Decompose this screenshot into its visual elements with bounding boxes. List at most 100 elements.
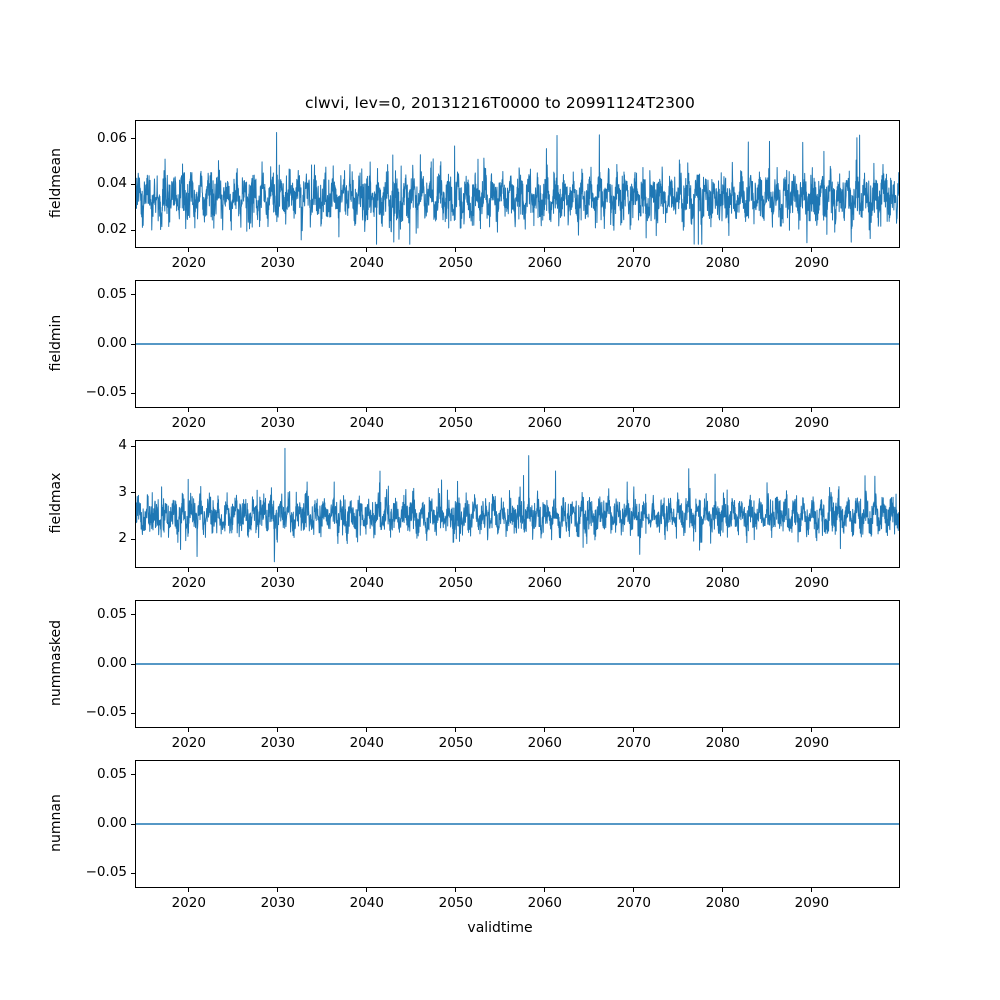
plot-panel-fieldmean xyxy=(135,120,900,248)
x-tick-label: 2090 xyxy=(794,895,830,911)
y-axis-label-nummasked: nummasked xyxy=(48,620,64,707)
y-axis-label-numnan: numnan xyxy=(48,794,64,852)
y-axis-label-fieldmin: fieldmin xyxy=(48,314,64,372)
x-tick-label: 2060 xyxy=(527,415,562,431)
x-tick-mark xyxy=(811,408,813,412)
x-tick-label: 2080 xyxy=(705,735,741,751)
y-axis-label-fieldmax: fieldmax xyxy=(48,472,64,534)
y-tick-label: 4 xyxy=(118,437,127,454)
x-tick-label: 2060 xyxy=(527,895,562,911)
x-tick-mark xyxy=(633,568,635,572)
y-tick-mark xyxy=(131,492,135,494)
y-tick-mark xyxy=(131,138,135,140)
y-tick-label: 0.02 xyxy=(96,221,127,238)
x-tick-label: 2060 xyxy=(527,575,562,591)
x-tick-mark xyxy=(633,248,635,252)
y-tick-label: 0.00 xyxy=(96,335,127,351)
axes-frame xyxy=(135,440,900,568)
x-tick-mark xyxy=(366,408,368,412)
y-tick-label: −0.05 xyxy=(85,384,127,401)
x-tick-label: 2040 xyxy=(349,415,384,431)
x-tick-mark xyxy=(544,248,546,252)
y-tick-mark xyxy=(131,872,135,874)
y-tick-mark xyxy=(131,712,135,714)
x-tick-mark xyxy=(633,408,635,412)
plot-panel-fieldmax xyxy=(135,440,900,568)
x-tick-label: 2050 xyxy=(438,255,473,271)
x-tick-mark xyxy=(811,568,813,572)
axes-frame xyxy=(135,760,900,888)
y-tick-mark xyxy=(131,663,135,665)
x-tick-mark xyxy=(722,728,724,732)
x-tick-mark xyxy=(277,248,279,252)
x-tick-label: 2030 xyxy=(260,415,295,431)
y-tick-mark xyxy=(131,774,135,776)
x-tick-mark xyxy=(633,728,635,732)
y-tick-label: −0.05 xyxy=(85,704,127,721)
x-tick-mark xyxy=(188,728,190,732)
y-tick-mark xyxy=(131,445,135,447)
x-tick-mark xyxy=(455,568,457,572)
axes-frame xyxy=(135,120,900,248)
y-tick-mark xyxy=(131,229,135,231)
series-nummasked xyxy=(136,663,899,665)
x-tick-mark xyxy=(722,568,724,572)
x-tick-mark xyxy=(544,728,546,732)
y-tick-mark xyxy=(131,614,135,616)
x-tick-label: 2090 xyxy=(794,255,830,271)
plot-panel-fieldmin xyxy=(135,280,900,408)
x-tick-mark xyxy=(277,728,279,732)
x-tick-mark xyxy=(722,248,724,252)
y-tick-label: 0.05 xyxy=(96,285,127,302)
x-tick-label: 2060 xyxy=(527,255,562,271)
series-numnan xyxy=(136,823,899,825)
y-tick-mark xyxy=(131,538,135,540)
x-tick-label: 2070 xyxy=(616,575,651,591)
x-tick-label: 2070 xyxy=(616,735,651,751)
x-tick-label: 2020 xyxy=(171,895,206,911)
y-tick-label: 0.05 xyxy=(96,605,127,622)
x-tick-label: 2050 xyxy=(438,735,473,751)
y-tick-mark xyxy=(131,343,135,345)
x-tick-mark xyxy=(455,888,457,892)
y-axis-label-fieldmean: fieldmean xyxy=(48,148,64,218)
x-tick-mark xyxy=(722,408,724,412)
series-fieldmean xyxy=(136,132,899,245)
x-tick-mark xyxy=(188,568,190,572)
x-tick-label: 2050 xyxy=(438,895,473,911)
x-tick-label: 2090 xyxy=(794,415,830,431)
plot-panel-nummasked xyxy=(135,600,900,728)
x-tick-label: 2030 xyxy=(260,255,295,271)
series-fieldmax xyxy=(136,447,899,563)
x-tick-mark xyxy=(277,568,279,572)
x-tick-mark xyxy=(544,568,546,572)
x-tick-label: 2080 xyxy=(705,255,741,271)
y-tick-label: 2 xyxy=(118,530,127,547)
x-tick-label: 2080 xyxy=(705,895,741,911)
x-tick-label: 2040 xyxy=(349,255,384,271)
x-tick-label: 2040 xyxy=(349,735,384,751)
x-tick-label: 2060 xyxy=(527,735,562,751)
y-tick-mark xyxy=(131,392,135,394)
y-tick-mark xyxy=(131,294,135,296)
plot-panel-numnan xyxy=(135,760,900,888)
x-tick-mark xyxy=(544,408,546,412)
x-tick-label: 2040 xyxy=(349,575,384,591)
x-tick-label: 2070 xyxy=(616,415,651,431)
y-tick-label: 0.00 xyxy=(96,815,127,831)
x-tick-label: 2080 xyxy=(705,415,741,431)
y-tick-label: 0.06 xyxy=(96,129,127,146)
x-tick-mark xyxy=(366,888,368,892)
x-tick-mark xyxy=(811,888,813,892)
x-tick-mark xyxy=(366,568,368,572)
x-tick-label: 2020 xyxy=(171,255,206,271)
x-tick-mark xyxy=(188,248,190,252)
x-tick-mark xyxy=(277,888,279,892)
x-tick-mark xyxy=(455,408,457,412)
x-tick-label: 2030 xyxy=(260,895,295,911)
x-tick-label: 2030 xyxy=(260,575,295,591)
y-tick-label: 3 xyxy=(118,483,127,500)
figure-title: clwvi, lev=0, 20131216T0000 to 20991124T… xyxy=(305,94,695,112)
x-tick-mark xyxy=(188,408,190,412)
x-tick-label: 2050 xyxy=(438,575,473,591)
